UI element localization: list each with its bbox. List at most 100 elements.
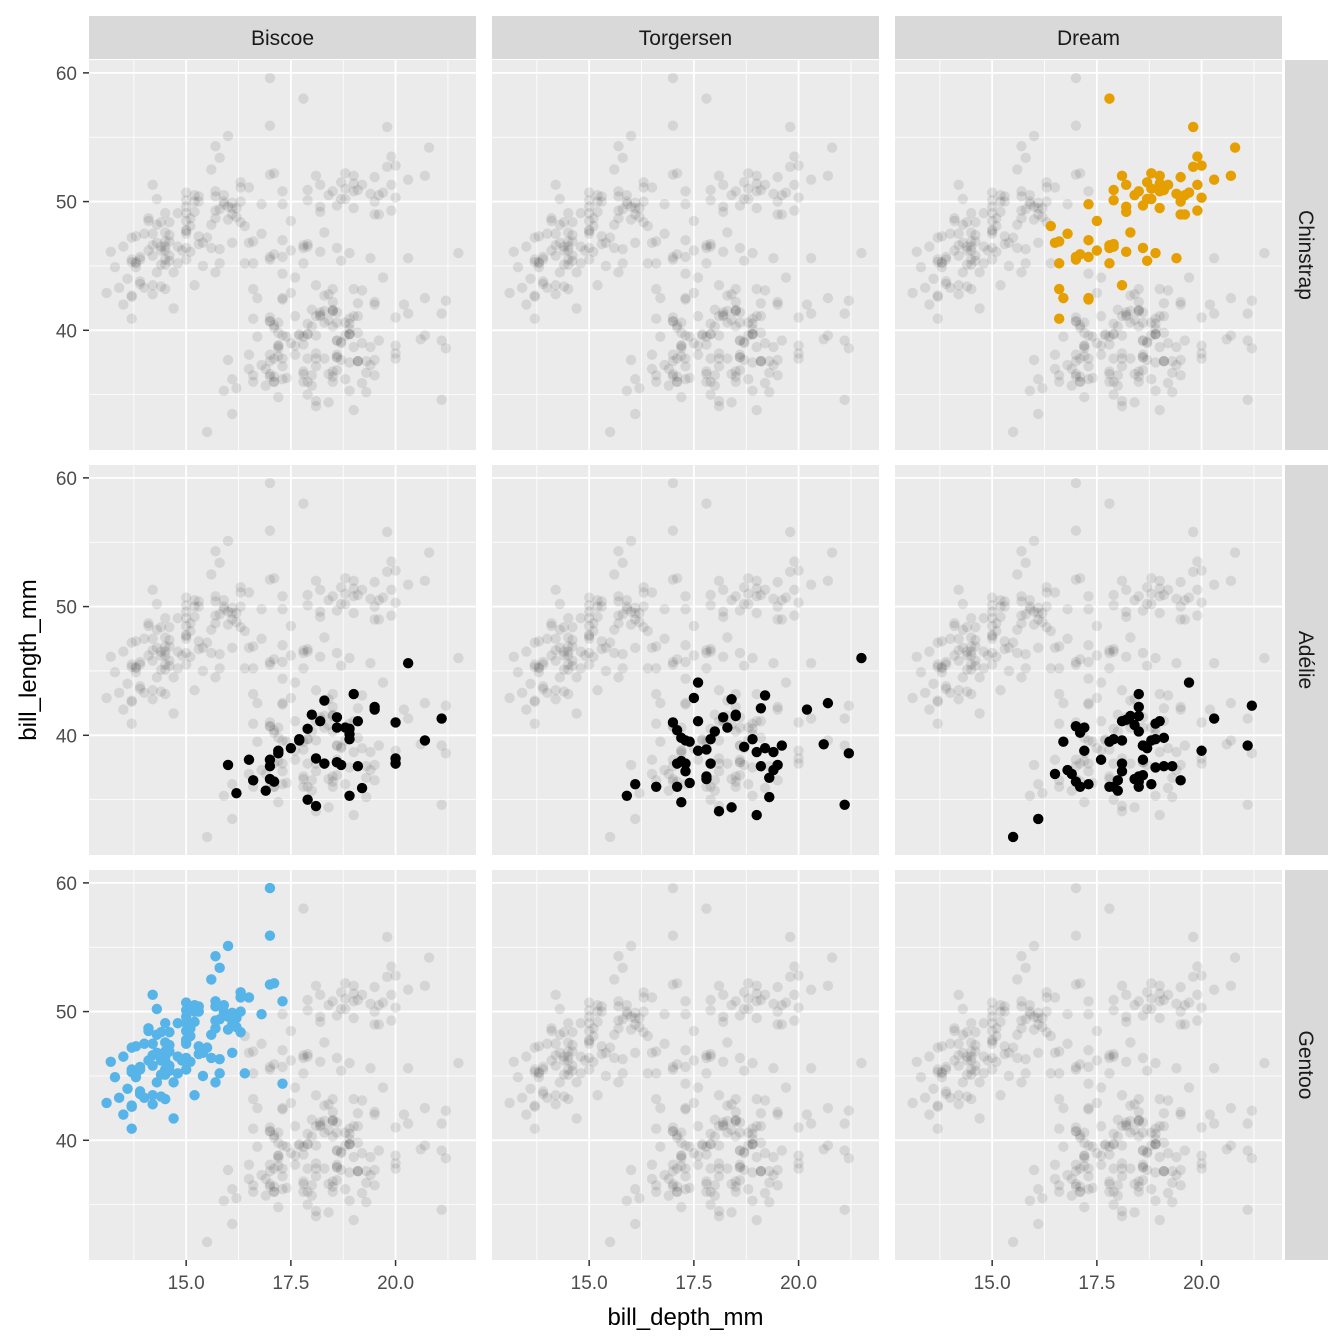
background-point — [680, 268, 691, 279]
background-point — [1007, 232, 1019, 243]
background-point — [764, 367, 775, 378]
background-point — [1033, 607, 1044, 619]
background-point — [1225, 1102, 1237, 1114]
background-point — [348, 980, 359, 992]
background-point — [793, 1163, 804, 1174]
background-point — [302, 994, 313, 1006]
background-point — [289, 272, 301, 283]
background-point — [701, 366, 712, 377]
background-point — [1058, 1141, 1069, 1152]
background-point — [705, 1048, 716, 1060]
background-point — [1129, 289, 1140, 300]
background-point — [1100, 1138, 1111, 1150]
background-point — [529, 696, 540, 708]
background-point — [650, 258, 662, 269]
background-point — [1100, 330, 1111, 341]
background-point — [310, 1211, 322, 1222]
background-point — [1171, 593, 1182, 605]
background-point — [764, 1196, 775, 1208]
background-point — [822, 170, 834, 182]
data-point-adlie — [294, 733, 305, 745]
background-point — [344, 357, 355, 368]
background-point — [932, 290, 943, 301]
data-point-adlie — [1116, 715, 1128, 727]
background-point — [289, 340, 301, 351]
background-point — [1146, 993, 1157, 1004]
background-point — [743, 588, 754, 599]
panel-adlie-torgersen — [492, 465, 879, 855]
background-point — [579, 245, 591, 256]
background-point — [306, 321, 318, 332]
background-point — [402, 579, 414, 590]
background-point — [701, 242, 712, 254]
background-point — [1070, 72, 1082, 84]
background-point — [843, 700, 855, 711]
background-point — [759, 1187, 771, 1199]
data-point-adlie — [302, 794, 313, 805]
data-point-chinstrap — [1171, 188, 1182, 200]
background-point — [667, 1165, 679, 1177]
background-point — [1074, 376, 1086, 387]
background-point — [323, 397, 334, 408]
background-point — [1154, 341, 1165, 353]
background-point — [617, 663, 628, 674]
background-point — [567, 1026, 578, 1038]
background-point — [1120, 611, 1132, 623]
background-point — [180, 629, 192, 641]
background-point — [1242, 713, 1253, 724]
background-point — [1083, 591, 1094, 602]
background-point — [1120, 1120, 1132, 1132]
background-point — [327, 371, 338, 382]
x-tick-label: 15.0 — [168, 1273, 205, 1294]
background-point — [953, 584, 964, 596]
background-point — [344, 318, 355, 330]
y-tick-label: 60 — [56, 64, 77, 85]
background-point — [348, 575, 359, 587]
background-point — [1041, 987, 1052, 998]
background-point — [268, 1181, 280, 1192]
background-point — [1070, 371, 1082, 382]
background-point — [327, 1186, 338, 1197]
background-point — [352, 1120, 364, 1132]
background-point — [919, 282, 931, 294]
background-point — [1125, 632, 1136, 643]
background-point — [1146, 1003, 1157, 1015]
data-point-gentoo — [227, 1047, 238, 1058]
background-point — [369, 1180, 380, 1191]
background-point — [966, 1017, 977, 1029]
background-point — [558, 1051, 570, 1062]
background-point — [440, 700, 452, 711]
background-point — [1108, 589, 1119, 601]
background-point — [1087, 331, 1098, 342]
background-point — [256, 764, 267, 776]
background-point — [126, 696, 137, 708]
background-point — [701, 1068, 712, 1079]
background-point — [268, 322, 280, 333]
background-point — [554, 1047, 566, 1058]
data-point-adlie — [751, 809, 762, 821]
strip-label-torgersen: Torgersen — [639, 27, 732, 50]
background-point — [688, 650, 700, 661]
background-point — [1028, 130, 1040, 142]
background-point — [701, 93, 712, 104]
background-point — [1120, 1056, 1132, 1067]
background-point — [563, 259, 574, 270]
background-point — [1146, 1140, 1157, 1151]
background-point — [529, 1100, 540, 1111]
background-point — [143, 213, 154, 224]
background-point — [966, 646, 977, 657]
background-point — [613, 1001, 624, 1012]
background-point — [780, 592, 792, 603]
background-point — [1108, 353, 1119, 364]
background-point — [563, 646, 574, 657]
background-point — [1133, 305, 1144, 317]
background-point — [331, 1162, 343, 1173]
background-point — [185, 651, 196, 662]
data-point-chinstrap — [1120, 201, 1132, 212]
background-point — [529, 661, 540, 673]
background-point — [210, 213, 221, 224]
background-point — [701, 331, 712, 342]
background-point — [164, 255, 175, 266]
background-point — [537, 278, 549, 290]
background-point — [592, 1016, 603, 1028]
